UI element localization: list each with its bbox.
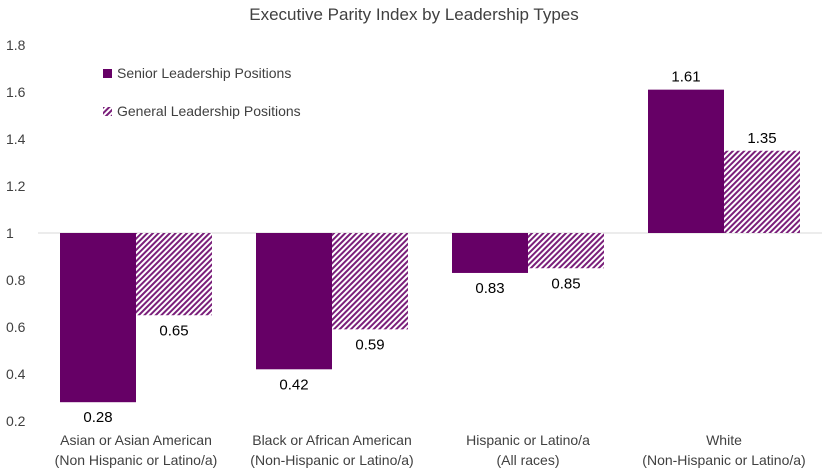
data-label: 0.65	[159, 322, 188, 339]
data-label: 0.85	[551, 275, 580, 292]
bar-general	[136, 233, 212, 316]
bar-senior	[648, 89, 724, 234]
y-tick-label: 1.6	[6, 84, 26, 100]
bar-senior	[60, 233, 136, 403]
category-label: Asian or Asian American	[60, 432, 212, 448]
bar-general	[332, 233, 408, 330]
legend-label: Senior Leadership Positions	[117, 65, 291, 81]
category-label: (All races)	[496, 452, 559, 468]
legend-swatch-general	[103, 107, 112, 116]
category-label: (Non-Hispanic or Latino/a)	[250, 452, 413, 468]
category-label: Hispanic or Latino/a	[466, 432, 590, 448]
y-tick-label: 0.8	[6, 272, 26, 288]
bar-senior	[256, 233, 332, 370]
bar-general	[528, 233, 604, 269]
chart-title: Executive Parity Index by Leadership Typ…	[249, 5, 578, 24]
category-label: (Non Hispanic or Latino/a)	[55, 452, 218, 468]
y-tick-label: 1.2	[6, 178, 26, 194]
data-label: 1.35	[747, 130, 776, 147]
data-label: 0.83	[475, 280, 504, 297]
data-label: 1.61	[671, 69, 700, 86]
category-label: Black or African American	[252, 432, 412, 448]
data-label: 0.42	[279, 376, 308, 393]
bar-senior	[452, 233, 528, 273]
data-label: 0.59	[355, 336, 384, 353]
legend-label: General Leadership Positions	[117, 103, 301, 119]
y-tick-label: 1.8	[6, 37, 26, 53]
data-label: 0.28	[83, 409, 112, 426]
y-tick-label: 0.4	[6, 366, 26, 382]
bar-general	[724, 150, 800, 233]
y-tick-label: 0.2	[6, 413, 26, 429]
y-tick-label: 0.6	[6, 319, 26, 335]
category-label: (Non-Hispanic or Latino/a)	[642, 452, 805, 468]
legend-swatch-senior	[103, 69, 112, 78]
category-label: White	[706, 432, 742, 448]
y-tick-label: 1	[6, 225, 14, 241]
y-tick-label: 1.4	[6, 131, 26, 147]
